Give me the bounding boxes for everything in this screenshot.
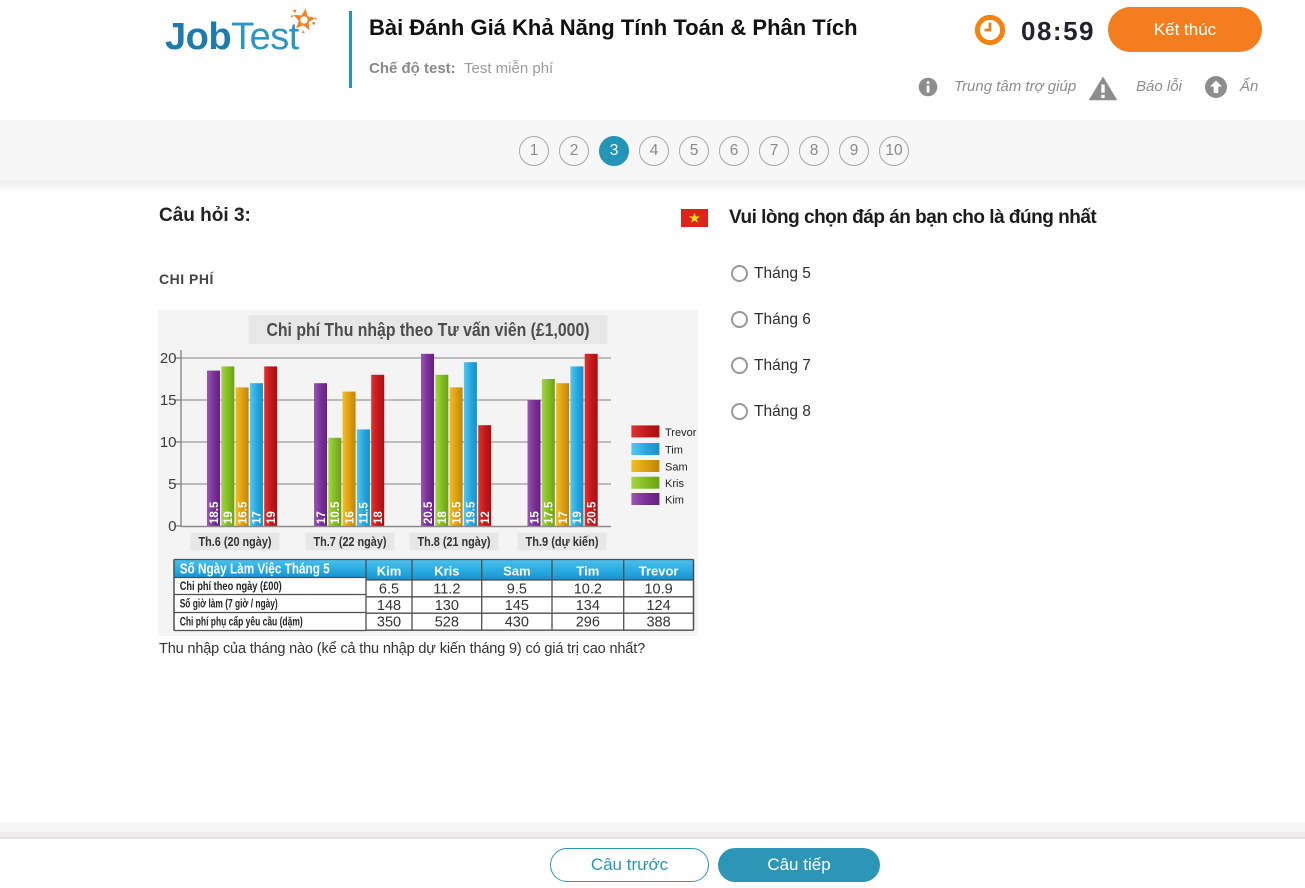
svg-text:430: 430	[505, 615, 529, 631]
svg-text:16: 16	[344, 511, 356, 524]
svg-text:17: 17	[316, 511, 328, 524]
svg-text:10.5: 10.5	[330, 501, 342, 524]
svg-text:17: 17	[558, 511, 570, 524]
svg-text:Chi phí theo ngày (£00): Chi phí theo ngày (£00)	[180, 579, 282, 593]
svg-text:18.5: 18.5	[209, 501, 221, 524]
svg-text:18: 18	[437, 511, 449, 524]
svg-text:15: 15	[160, 392, 177, 409]
svg-text:Sam: Sam	[665, 462, 688, 474]
svg-text:Th.8 (21 ngày): Th.8 (21 ngày)	[418, 534, 491, 549]
svg-text:19: 19	[266, 511, 278, 524]
svg-text:Tim: Tim	[665, 445, 683, 457]
svg-text:Sam: Sam	[503, 564, 530, 579]
svg-text:20.5: 20.5	[423, 501, 435, 524]
svg-text:9.5: 9.5	[507, 582, 527, 598]
svg-text:148: 148	[377, 598, 401, 614]
svg-text:16.5: 16.5	[451, 501, 463, 524]
svg-text:145: 145	[505, 598, 529, 614]
svg-text:11.5: 11.5	[359, 502, 371, 524]
svg-text:Trevor: Trevor	[665, 427, 697, 439]
svg-text:19.5: 19.5	[466, 501, 478, 524]
svg-text:19: 19	[572, 511, 584, 524]
svg-text:296: 296	[576, 615, 600, 631]
svg-text:Chi phí Thu nhập theo Tư vấn v: Chi phí Thu nhập theo Tư vấn viên (£1,00…	[267, 320, 590, 340]
svg-text:11.2: 11.2	[433, 582, 460, 598]
svg-text:18: 18	[373, 511, 385, 524]
svg-text:17.5: 17.5	[544, 501, 556, 524]
svg-text:388: 388	[646, 615, 670, 631]
svg-text:Kris: Kris	[665, 478, 684, 490]
svg-text:10.9: 10.9	[644, 582, 672, 598]
svg-text:528: 528	[435, 615, 459, 631]
svg-text:12: 12	[480, 511, 492, 524]
svg-text:6.5: 6.5	[379, 582, 399, 598]
svg-text:5: 5	[168, 476, 176, 493]
svg-text:Kim: Kim	[377, 564, 402, 579]
svg-text:10.2: 10.2	[574, 582, 602, 598]
svg-text:17: 17	[252, 511, 264, 524]
svg-text:16.5: 16.5	[237, 501, 249, 524]
svg-text:Số giờ làm (7 giờ / ngày): Số giờ làm (7 giờ / ngày)	[180, 597, 278, 611]
svg-text:Chi phí phụ cấp yêu cầu (dặm): Chi phí phụ cấp yêu cầu (dặm)	[180, 615, 303, 629]
svg-text:10: 10	[160, 434, 177, 451]
svg-text:20.5: 20.5	[587, 501, 599, 524]
svg-text:350: 350	[377, 615, 401, 631]
svg-text:Th.6 (20 ngày): Th.6 (20 ngày)	[199, 534, 272, 549]
svg-text:Tim: Tim	[576, 564, 599, 579]
svg-text:Th.7 (22 ngày): Th.7 (22 ngày)	[314, 534, 387, 549]
svg-text:124: 124	[646, 598, 670, 614]
svg-text:20: 20	[160, 350, 177, 367]
svg-text:Số Ngày Làm Việc Tháng 5: Số Ngày Làm Việc Tháng 5	[180, 561, 330, 578]
svg-text:Trevor: Trevor	[639, 564, 679, 579]
svg-text:130: 130	[435, 598, 459, 614]
svg-text:Kris: Kris	[434, 564, 459, 579]
svg-text:134: 134	[576, 598, 600, 614]
svg-text:15: 15	[529, 511, 541, 524]
svg-text:Th.9 (dự kiến): Th.9 (dự kiến)	[526, 534, 599, 549]
svg-text:Kim: Kim	[665, 495, 684, 507]
svg-text:19: 19	[223, 511, 235, 524]
svg-text:0: 0	[168, 518, 176, 535]
